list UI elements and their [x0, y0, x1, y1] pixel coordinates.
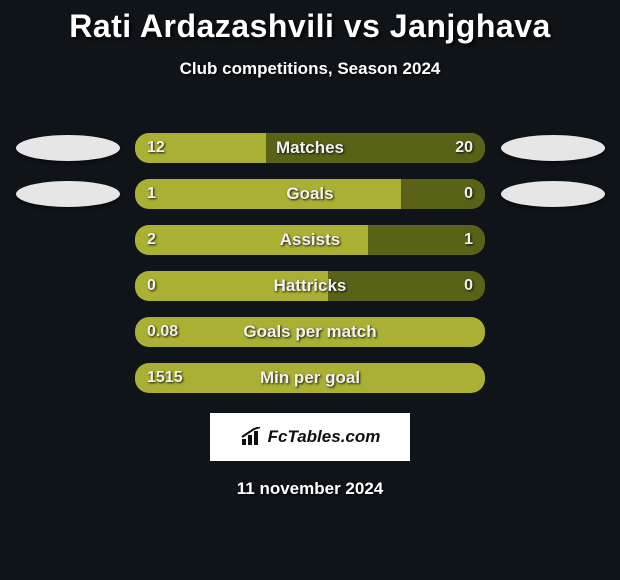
- stat-bar: Goals10: [135, 179, 485, 209]
- bar-segment-right: [401, 179, 485, 209]
- bar-segment-left: [135, 317, 485, 347]
- bar-segment-left: [135, 179, 401, 209]
- stat-bar: Matches1220: [135, 133, 485, 163]
- avatar-cell-right: [485, 181, 620, 207]
- logo-wrap: FcTables.com: [0, 413, 620, 461]
- stat-bar: Assists21: [135, 225, 485, 255]
- bar-segment-right: [328, 271, 486, 301]
- stat-row: Goals per match0.08: [0, 309, 620, 355]
- player-avatar-left: [16, 135, 120, 161]
- stat-bar: Min per goal1515: [135, 363, 485, 393]
- bar-segment-left: [135, 133, 266, 163]
- stat-row: Goals10: [0, 171, 620, 217]
- player-avatar-right: [501, 135, 605, 161]
- chart-icon: [240, 427, 264, 447]
- page-subtitle: Club competitions, Season 2024: [0, 59, 620, 79]
- logo-text: FcTables.com: [268, 427, 381, 447]
- page-title: Rati Ardazashvili vs Janjghava: [0, 8, 620, 45]
- stat-row: Matches1220: [0, 125, 620, 171]
- player-avatar-left: [16, 181, 120, 207]
- stat-row: Hattricks00: [0, 263, 620, 309]
- avatar-cell-left: [0, 135, 135, 161]
- stat-bar: Hattricks00: [135, 271, 485, 301]
- fctables-logo[interactable]: FcTables.com: [210, 413, 410, 461]
- avatar-cell-right: [485, 135, 620, 161]
- bar-segment-right: [368, 225, 485, 255]
- stat-bar: Goals per match0.08: [135, 317, 485, 347]
- bar-segment-left: [135, 271, 328, 301]
- avatar-cell-left: [0, 181, 135, 207]
- bar-segment-left: [135, 225, 368, 255]
- stat-row: Min per goal1515: [0, 355, 620, 401]
- stat-rows: Matches1220 Goals10 Assists21 Hattricks00 Go…: [0, 125, 620, 401]
- bar-segment-left: [135, 363, 485, 393]
- bar-segment-right: [266, 133, 485, 163]
- date-text: 11 november 2024: [0, 479, 620, 499]
- stat-row: Assists21: [0, 217, 620, 263]
- player-avatar-right: [501, 181, 605, 207]
